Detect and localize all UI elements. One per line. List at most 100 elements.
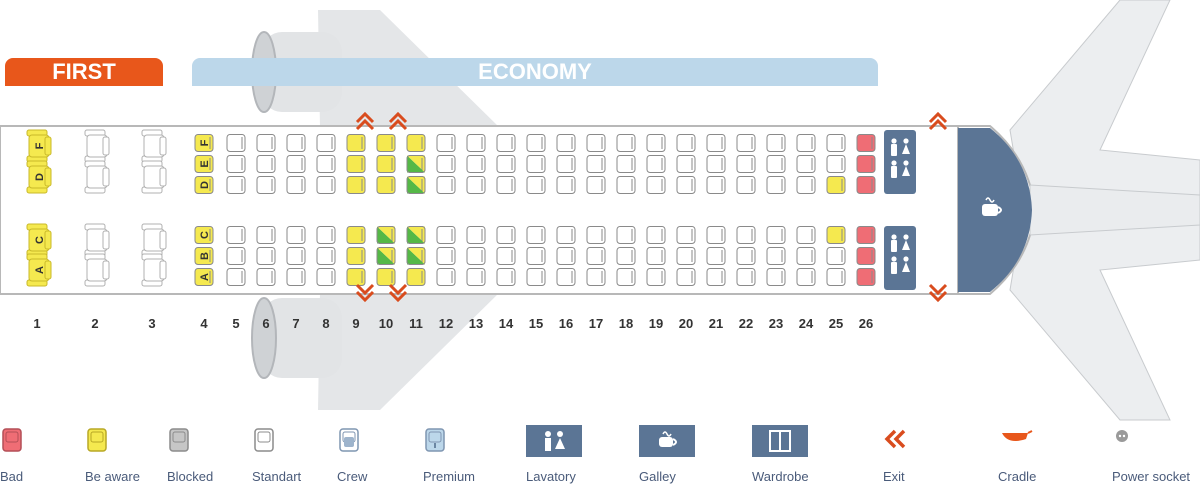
seat-14F[interactable] (496, 134, 516, 152)
seat-26B[interactable] (856, 247, 876, 265)
seat-6A[interactable] (256, 268, 276, 286)
seat-2A[interactable] (84, 253, 110, 287)
seat-11E[interactable] (406, 155, 426, 173)
seat-4D[interactable]: D (194, 176, 214, 194)
seat-13D[interactable] (466, 176, 486, 194)
seat-19B[interactable] (646, 247, 666, 265)
seat-6B[interactable] (256, 247, 276, 265)
seat-8C[interactable] (316, 226, 336, 244)
seat-16D[interactable] (556, 176, 576, 194)
seat-12F[interactable] (436, 134, 456, 152)
seat-6E[interactable] (256, 155, 276, 173)
seat-26E[interactable] (856, 155, 876, 173)
seat-5A[interactable] (226, 268, 246, 286)
seat-9F[interactable] (346, 134, 366, 152)
seat-8A[interactable] (316, 268, 336, 286)
seat-15C[interactable] (526, 226, 546, 244)
seat-25C[interactable] (826, 226, 846, 244)
seat-1D[interactable]: D (26, 160, 52, 194)
seat-24C[interactable] (796, 226, 816, 244)
seat-16B[interactable] (556, 247, 576, 265)
seat-12D[interactable] (436, 176, 456, 194)
seat-18E[interactable] (616, 155, 636, 173)
seat-25B[interactable] (826, 247, 846, 265)
seat-6C[interactable] (256, 226, 276, 244)
seat-15E[interactable] (526, 155, 546, 173)
seat-14D[interactable] (496, 176, 516, 194)
seat-19F[interactable] (646, 134, 666, 152)
seat-15A[interactable] (526, 268, 546, 286)
seat-4E[interactable]: E (194, 155, 214, 173)
seat-16A[interactable] (556, 268, 576, 286)
seat-10B[interactable] (376, 247, 396, 265)
seat-23F[interactable] (766, 134, 786, 152)
seat-16C[interactable] (556, 226, 576, 244)
seat-5D[interactable] (226, 176, 246, 194)
seat-24F[interactable] (796, 134, 816, 152)
seat-3D[interactable] (141, 160, 167, 194)
seat-20A[interactable] (676, 268, 696, 286)
seat-9C[interactable] (346, 226, 366, 244)
seat-1C[interactable]: C (26, 223, 52, 257)
seat-3F[interactable] (141, 129, 167, 163)
seat-23A[interactable] (766, 268, 786, 286)
seat-24D[interactable] (796, 176, 816, 194)
seat-17F[interactable] (586, 134, 606, 152)
seat-7A[interactable] (286, 268, 306, 286)
seat-7E[interactable] (286, 155, 306, 173)
seat-1F[interactable]: F (26, 129, 52, 163)
seat-14B[interactable] (496, 247, 516, 265)
seat-10E[interactable] (376, 155, 396, 173)
seat-12B[interactable] (436, 247, 456, 265)
seat-13A[interactable] (466, 268, 486, 286)
seat-15B[interactable] (526, 247, 546, 265)
seat-10A[interactable] (376, 268, 396, 286)
seat-17B[interactable] (586, 247, 606, 265)
seat-8E[interactable] (316, 155, 336, 173)
seat-25E[interactable] (826, 155, 846, 173)
seat-14C[interactable] (496, 226, 516, 244)
seat-22B[interactable] (736, 247, 756, 265)
seat-11A[interactable] (406, 268, 426, 286)
seat-1A[interactable]: A (26, 253, 52, 287)
seat-23E[interactable] (766, 155, 786, 173)
seat-10D[interactable] (376, 176, 396, 194)
seat-16F[interactable] (556, 134, 576, 152)
seat-20B[interactable] (676, 247, 696, 265)
seat-4B[interactable]: B (194, 247, 214, 265)
seat-14E[interactable] (496, 155, 516, 173)
seat-22A[interactable] (736, 268, 756, 286)
seat-9A[interactable] (346, 268, 366, 286)
seat-18F[interactable] (616, 134, 636, 152)
seat-7F[interactable] (286, 134, 306, 152)
seat-21E[interactable] (706, 155, 726, 173)
seat-11C[interactable] (406, 226, 426, 244)
seat-12E[interactable] (436, 155, 456, 173)
seat-4F[interactable]: F (194, 134, 214, 152)
seat-9D[interactable] (346, 176, 366, 194)
seat-23C[interactable] (766, 226, 786, 244)
seat-9B[interactable] (346, 247, 366, 265)
seat-19C[interactable] (646, 226, 666, 244)
seat-17C[interactable] (586, 226, 606, 244)
seat-2D[interactable] (84, 160, 110, 194)
seat-12A[interactable] (436, 268, 456, 286)
seat-26D[interactable] (856, 176, 876, 194)
seat-26F[interactable] (856, 134, 876, 152)
seat-22C[interactable] (736, 226, 756, 244)
seat-21D[interactable] (706, 176, 726, 194)
seat-11F[interactable] (406, 134, 426, 152)
seat-13B[interactable] (466, 247, 486, 265)
seat-9E[interactable] (346, 155, 366, 173)
seat-4A[interactable]: A (194, 268, 214, 286)
seat-20C[interactable] (676, 226, 696, 244)
seat-8D[interactable] (316, 176, 336, 194)
seat-21F[interactable] (706, 134, 726, 152)
seat-6D[interactable] (256, 176, 276, 194)
seat-23D[interactable] (766, 176, 786, 194)
seat-24E[interactable] (796, 155, 816, 173)
seat-18D[interactable] (616, 176, 636, 194)
seat-19A[interactable] (646, 268, 666, 286)
seat-8F[interactable] (316, 134, 336, 152)
seat-13C[interactable] (466, 226, 486, 244)
